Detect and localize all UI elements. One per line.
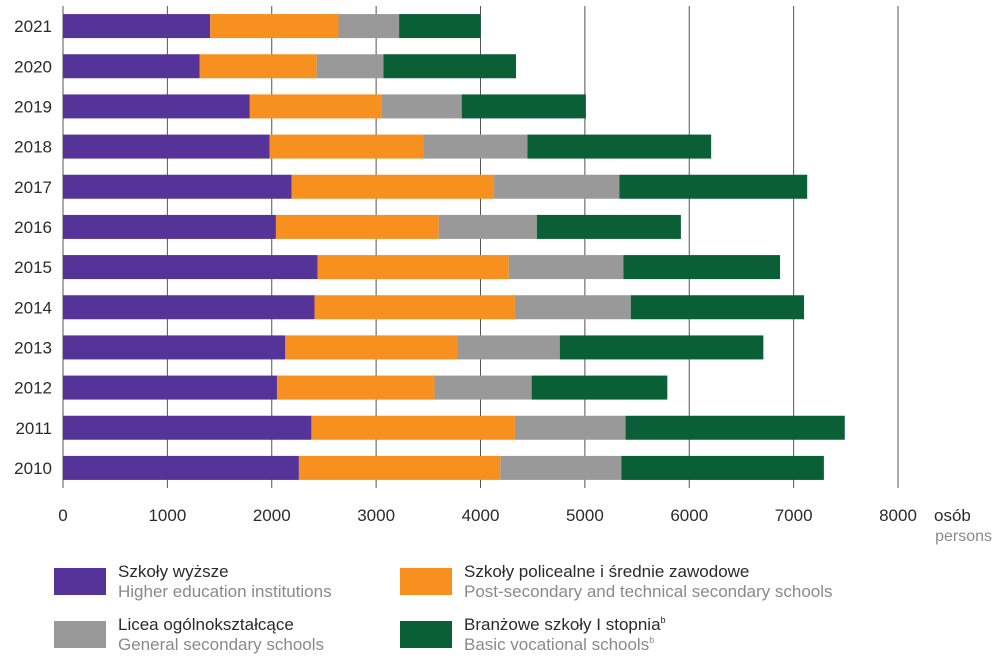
bar-segment (63, 295, 315, 320)
category-label: 2014 (14, 298, 52, 317)
bar-segment (314, 295, 515, 320)
x-tick-label: 8000 (879, 506, 917, 525)
category-label: 2012 (14, 379, 52, 398)
x-tick-label: 5000 (566, 506, 604, 525)
bar-segment (285, 335, 458, 360)
bar-segment (508, 255, 624, 280)
footnote-mark: b (649, 635, 655, 645)
category-label: 2016 (14, 218, 52, 237)
bar-segment (399, 14, 481, 39)
category-label: 2020 (14, 57, 52, 76)
bar-segment (199, 54, 317, 79)
bar-segment (461, 94, 586, 119)
footnote-mark: b (660, 615, 666, 625)
legend: Szkoły wyższe Higher education instituti… (0, 556, 1000, 657)
x-tick-label: 4000 (462, 506, 500, 525)
bar-segment (621, 455, 824, 480)
legend-label: Licea ogólnokształcące (118, 615, 294, 634)
category-label: 2010 (14, 459, 52, 478)
legend-label-en: Higher education institutions (118, 582, 332, 601)
category-label: 2018 (14, 138, 52, 157)
bars (63, 14, 845, 480)
category-label: 2015 (14, 258, 52, 277)
bar-segment (500, 455, 622, 480)
x-tick-label: 3000 (357, 506, 395, 525)
bar-segment (514, 415, 626, 440)
category-label: 2019 (14, 97, 52, 116)
bar-segment (249, 94, 382, 119)
x-tick-label: 1000 (148, 506, 186, 525)
x-tick-labels: 0 1000 2000 3000 4000 5000 6000 7000 8000 (58, 506, 917, 525)
bar-segment (619, 174, 808, 199)
bar-segment (559, 335, 764, 360)
bar-segment (311, 415, 515, 440)
bar-segment (269, 134, 424, 159)
bar-segment (63, 54, 200, 79)
bar-segment (63, 455, 299, 480)
x-tick-label: 6000 (670, 506, 708, 525)
bar-segment (63, 375, 277, 400)
bar-segment (63, 134, 270, 159)
legend-label-en: Basic vocational schoolsb (464, 635, 666, 655)
bar-segment (63, 14, 211, 39)
legend-label-en-text: Basic vocational schools (464, 635, 650, 654)
legend-swatch (54, 621, 106, 648)
legend-swatch (400, 568, 452, 595)
bar-segment (457, 335, 560, 360)
bar-segment (210, 14, 339, 39)
legend-label-en: Post-secondary and technical secondary s… (464, 582, 833, 601)
legend-label: Szkoły wyższe (118, 562, 229, 581)
stacked-bar-chart: 2021 2020 2019 2018 2017 2016 2015 2014 2013 2012… (14, 6, 992, 545)
x-tick-label: 7000 (775, 506, 813, 525)
bar-segment (527, 134, 712, 159)
category-labels: 2021 2020 2019 2018 2017 2016 2015 2014 2013 2012… (14, 17, 52, 478)
bar-segment (63, 335, 286, 360)
bar-segment (298, 455, 501, 480)
bar-segment (438, 214, 537, 239)
legend-label: Szkoły policealne i średnie zawodowe (464, 562, 750, 581)
bar-segment (514, 295, 631, 320)
legend-swatch (54, 568, 106, 595)
legend-label-text: Branżowe szkoły I stopnia (464, 615, 661, 634)
bar-segment (275, 214, 439, 239)
legend-label: Branżowe szkoły I stopniab (464, 615, 666, 635)
bar-segment (317, 255, 509, 280)
bar-segment (423, 134, 528, 159)
bar-segment (63, 214, 276, 239)
legend-swatch (400, 621, 452, 648)
bar-segment (625, 415, 845, 440)
bar-segment (630, 295, 805, 320)
bar-segment (316, 54, 384, 79)
bar-segment (63, 415, 312, 440)
legend-label-en: General secondary schools (118, 635, 325, 654)
bar-segment (536, 214, 681, 239)
bar-segment (623, 255, 781, 280)
bar-segment (291, 174, 495, 199)
bar-segment (381, 94, 462, 119)
bar-segment (531, 375, 668, 400)
x-unit-label-en: persons (935, 528, 992, 545)
category-label: 2011 (15, 419, 52, 438)
bar-segment (383, 54, 516, 79)
bar-segment (494, 174, 620, 199)
x-tick-label: 2000 (253, 506, 291, 525)
bar-segment (63, 94, 250, 119)
bar-segment (63, 174, 292, 199)
x-tick-label: 0 (58, 506, 67, 525)
gridlines (62, 6, 899, 488)
category-label: 2013 (14, 338, 52, 357)
x-unit-label: osób (934, 506, 971, 525)
bar-segment (338, 14, 400, 39)
bar-segment (63, 255, 318, 280)
category-label: 2017 (14, 178, 52, 197)
category-label: 2021 (14, 17, 52, 36)
bar-segment (276, 375, 435, 400)
bar-segment (434, 375, 532, 400)
